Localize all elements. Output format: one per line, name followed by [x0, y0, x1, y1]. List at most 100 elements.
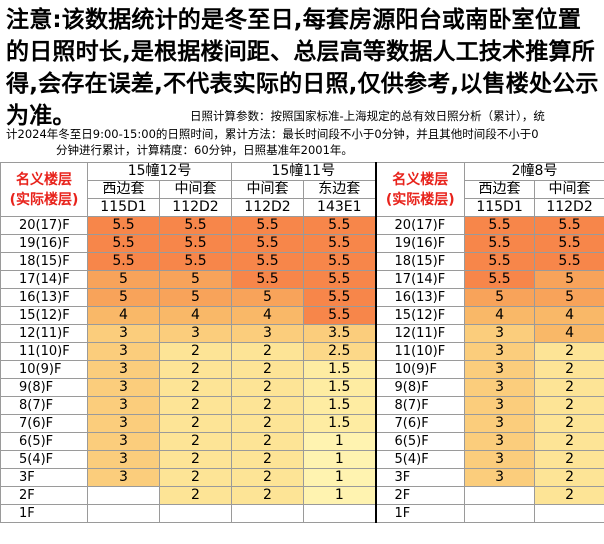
floor-label: 9(8)F [374, 378, 466, 397]
building-header-3: 2幢8号 [464, 162, 604, 181]
sun-hours-cell: 5.5 [464, 252, 536, 271]
sun-hours-cell: 5.5 [303, 252, 377, 271]
sun-hours-cell: 3 [464, 324, 536, 343]
sun-hours-cell: 5.5 [534, 234, 604, 253]
floor-label: 18(15)F [374, 252, 466, 271]
params-line-2: 计2024年冬至日9:00-15:00的日照时间，累计方法：最长时间段不小于0分… [6, 127, 539, 141]
table-row: 18(15)F 5.5 5.5 5.5 5.5 18(15)F 5.5 5.5 [0, 252, 604, 271]
floor-label: 8(7)F [0, 396, 88, 415]
sun-hours-cell: 1 [303, 486, 377, 505]
table-row: 10(9)F 3 2 2 1.5 10(9)F 3 2 [0, 360, 604, 379]
sun-hours-cell: 3 [87, 450, 160, 469]
floor-label: 1F [0, 504, 88, 523]
sun-hours-cell: 4 [534, 306, 604, 325]
sun-hours-cell: 5 [534, 270, 604, 289]
header-row-position: 西边套 中间套 中间套 东边套 西边套 中间套 [1, 180, 604, 199]
sun-hours-cell: 5 [87, 270, 160, 289]
floor-label: 15(12)F [374, 306, 466, 325]
sun-hours-cell: 3 [87, 360, 160, 379]
sun-hours-cell [231, 504, 305, 523]
table-row: 9(8)F 3 2 2 1.5 9(8)F 3 2 [0, 378, 604, 397]
sun-hours-cell: 5 [158, 288, 233, 307]
sun-hours-cell: 2 [231, 342, 305, 361]
table-row: 2F 2 2 1 2F 2 [0, 486, 604, 505]
sun-hours-cell: 5.5 [231, 252, 305, 271]
sun-hours-cell: 3 [87, 396, 160, 415]
table-row: 15(12)F 4 4 4 5.5 15(12)F 4 4 [0, 306, 604, 325]
floor-label: 2F [374, 486, 466, 505]
sun-hours-cell: 3 [464, 378, 536, 397]
sun-hours-cell: 2 [231, 396, 305, 415]
header-row-code: 115D1 112D2 112D2 143E1 115D1 112D2 [1, 198, 604, 217]
sun-hours-cell [464, 504, 536, 523]
table-row: 16(13)F 5 5 5 5.5 16(13)F 5 5 [0, 288, 604, 307]
sun-hours-cell: 2 [231, 432, 305, 451]
floor-label: 10(9)F [0, 360, 88, 379]
floor-label: 20(17)F [374, 216, 466, 235]
floor-header-left-line2: (实际楼层) [9, 191, 79, 208]
sun-hours-cell: 1 [303, 450, 377, 469]
sun-hours-cell: 5 [158, 270, 233, 289]
sun-hours-cell: 3.5 [303, 324, 377, 343]
floor-label: 12(11)F [0, 324, 88, 343]
sun-hours-cell: 5.5 [534, 216, 604, 235]
sun-hours-cell: 2 [231, 450, 305, 469]
sun-hours-cell: 5.5 [231, 234, 305, 253]
table-row: 8(7)F 3 2 2 1.5 8(7)F 3 2 [0, 396, 604, 415]
sun-hours-cell: 5.5 [464, 216, 536, 235]
sun-hours-cell: 5.5 [231, 270, 305, 289]
sun-hours-cell: 5.5 [464, 234, 536, 253]
floor-header-right-line2: (实际楼层) [385, 191, 455, 208]
floor-header-right: 名义楼层 (实际楼层) [374, 162, 466, 217]
floor-label: 10(9)F [374, 360, 466, 379]
sun-hours-cell: 3 [87, 432, 160, 451]
sun-hours-cell: 3 [87, 414, 160, 433]
table-row: 11(10)F 3 2 2 2.5 11(10)F 3 2 [0, 342, 604, 361]
sun-hours-cell: 2 [158, 414, 233, 433]
sun-hours-cell: 1.5 [303, 378, 377, 397]
sun-hours-cell: 3 [87, 468, 160, 487]
floor-label: 11(10)F [374, 342, 466, 361]
unit-code: 112D2 [158, 198, 233, 217]
sun-hours-cell: 5.5 [87, 234, 160, 253]
unit-position: 中间套 [534, 180, 604, 199]
sun-hours-cell: 5.5 [303, 234, 377, 253]
sun-hours-cell: 2 [534, 378, 604, 397]
sun-hours-cell: 2 [231, 378, 305, 397]
table-row: 20(17)F 5.5 5.5 5.5 5.5 20(17)F 5.5 5.5 [0, 216, 604, 235]
sun-hours-cell: 2 [158, 378, 233, 397]
sun-hours-cell [87, 486, 160, 505]
table-body: 名义楼层 (实际楼层) 15幢12号 15幢11号 名义楼层 (实际楼层) 2幢… [0, 162, 604, 523]
sunlight-table: 名义楼层 (实际楼层) 15幢12号 15幢11号 名义楼层 (实际楼层) 2幢… [0, 162, 604, 523]
sun-hours-cell: 3 [464, 432, 536, 451]
sun-hours-cell: 1.5 [303, 396, 377, 415]
sun-hours-cell: 5 [231, 288, 305, 307]
table-row: 17(14)F 5 5 5.5 5.5 17(14)F 5.5 5 [0, 270, 604, 289]
floor-label: 7(6)F [0, 414, 88, 433]
unit-position: 中间套 [231, 180, 305, 199]
sun-hours-cell: 1 [303, 432, 377, 451]
sun-hours-cell: 2 [534, 342, 604, 361]
sun-hours-cell: 5 [534, 288, 604, 307]
floor-label: 16(13)F [374, 288, 466, 307]
sun-hours-cell: 5.5 [87, 252, 160, 271]
sun-hours-cell: 2 [534, 414, 604, 433]
sun-hours-cell: 2 [158, 486, 233, 505]
unit-code: 112D2 [534, 198, 604, 217]
floor-label: 3F [0, 468, 88, 487]
floor-label: 18(15)F [0, 252, 88, 271]
floor-label: 17(14)F [0, 270, 88, 289]
sun-hours-cell: 5.5 [158, 216, 233, 235]
floor-label: 12(11)F [374, 324, 466, 343]
floor-label: 1F [374, 504, 466, 523]
unit-position: 东边套 [303, 180, 377, 199]
sun-hours-cell: 5.5 [158, 252, 233, 271]
sun-hours-cell: 3 [464, 450, 536, 469]
sun-hours-cell: 5.5 [231, 216, 305, 235]
sun-hours-cell: 2 [158, 342, 233, 361]
sun-hours-cell: 2 [231, 486, 305, 505]
sun-hours-cell: 5.5 [303, 306, 377, 325]
unit-position: 西边套 [464, 180, 536, 199]
sun-hours-cell: 5.5 [303, 216, 377, 235]
floor-label: 9(8)F [0, 378, 88, 397]
